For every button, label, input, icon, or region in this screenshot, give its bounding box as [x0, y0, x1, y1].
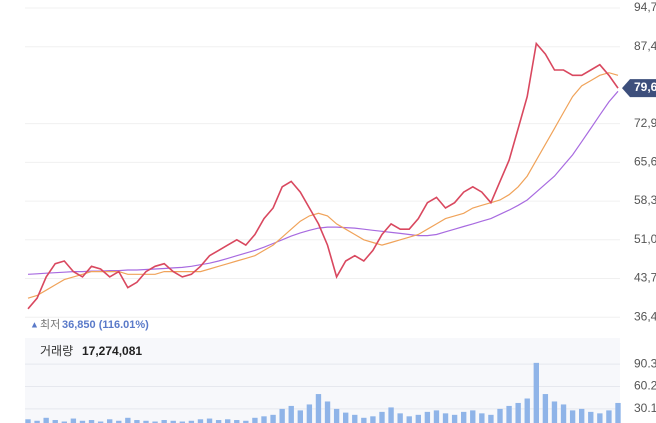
- volume-bar: [551, 401, 558, 423]
- volume-bar: [206, 418, 213, 423]
- volume-bar: [406, 416, 412, 423]
- volume-bar: [107, 419, 113, 423]
- volume-bar: [461, 411, 467, 423]
- volume-bar: [79, 420, 86, 423]
- y-tick-label: 51,0: [634, 232, 656, 246]
- volume-bar: [170, 420, 176, 423]
- volume-bar: [324, 401, 331, 423]
- volume-bar: [361, 417, 367, 423]
- volume-bar: [415, 414, 421, 423]
- volume-bar: [43, 417, 49, 423]
- volume-bar: [497, 408, 503, 423]
- volume-bar: [515, 402, 521, 423]
- volume-bar: [388, 407, 394, 423]
- volume-bar: [315, 394, 322, 423]
- price-line: [27, 41, 619, 310]
- low-marker: ▲: [30, 319, 39, 329]
- volume-bar: [479, 413, 485, 423]
- volume-bar: [524, 398, 530, 423]
- price-badge-label: 79,6: [634, 80, 656, 94]
- volume-bar: [424, 411, 431, 423]
- volume-bar: [569, 410, 576, 423]
- volume-title: 거래량: [40, 344, 73, 358]
- volume-bar: [588, 411, 594, 423]
- volume-bar: [288, 405, 294, 423]
- volume-bar: [52, 420, 58, 423]
- volume-bar: [542, 394, 549, 423]
- price-badge: [622, 79, 656, 98]
- volume-bar: [442, 413, 449, 423]
- volume-total: 17,274,081: [82, 344, 142, 358]
- volume-bar: [152, 421, 158, 423]
- y-tick-label: 65,6: [634, 155, 656, 169]
- volume-bar: [215, 420, 222, 423]
- low-label: 최저: [40, 318, 60, 331]
- moving-average: [27, 72, 619, 299]
- volume-bar: [88, 420, 95, 423]
- volume-bar: [333, 408, 340, 423]
- volume-bar: [297, 410, 303, 423]
- volume-bar: [533, 362, 539, 423]
- volume-bar: [306, 404, 313, 423]
- y-tick-label: 72,9: [634, 116, 656, 130]
- volume-bar: [352, 414, 358, 423]
- y-tick-label: 60.2: [634, 379, 656, 393]
- volume-bar: [579, 408, 585, 423]
- volume-bar: [125, 417, 131, 423]
- volume-bar: [234, 420, 240, 423]
- low-value: 36,850 (116.01%): [62, 319, 149, 331]
- volume-bar: [397, 413, 403, 423]
- volume-bar: [134, 420, 140, 423]
- volume-bar: [606, 410, 612, 423]
- y-tick-label: 87,4: [634, 39, 656, 53]
- volume-bar: [252, 417, 258, 423]
- volume-bar: [143, 420, 149, 423]
- volume-bar: [506, 405, 512, 423]
- volume-bar: [343, 412, 349, 423]
- volume-bar: [433, 410, 440, 423]
- volume-bar: [179, 421, 185, 423]
- volume-bar: [470, 410, 476, 423]
- volume-bar: [597, 413, 603, 423]
- volume-bar: [197, 419, 204, 423]
- y-tick-label: 90.3: [634, 356, 656, 370]
- volume-bar: [97, 421, 104, 423]
- volume-bar: [25, 419, 31, 423]
- volume-bar: [116, 420, 122, 423]
- volume-bar: [243, 420, 249, 423]
- volume-bar: [225, 419, 231, 423]
- volume-bar: [34, 420, 40, 423]
- volume-bar: [270, 414, 276, 423]
- volume-bar: [261, 416, 267, 423]
- volume-bar: [560, 404, 567, 423]
- volume-bar: [61, 421, 67, 423]
- moving-average: [27, 90, 619, 275]
- volume-bar: [488, 414, 494, 423]
- volume-bar: [161, 420, 167, 423]
- volume-bar: [451, 414, 458, 423]
- y-tick-label: 43,7: [634, 271, 656, 285]
- y-tick-label: 94,7: [634, 0, 656, 14]
- volume-bar: [279, 408, 285, 423]
- y-tick-label: 36,4: [634, 309, 656, 323]
- volume-bar: [370, 416, 376, 423]
- volume-bar: [379, 411, 385, 423]
- volume-bar: [70, 418, 77, 423]
- volume-bar: [615, 402, 621, 423]
- volume-bar: [188, 420, 195, 423]
- y-tick-label: 30.1: [634, 401, 656, 415]
- y-tick-label: 58,3: [634, 193, 656, 207]
